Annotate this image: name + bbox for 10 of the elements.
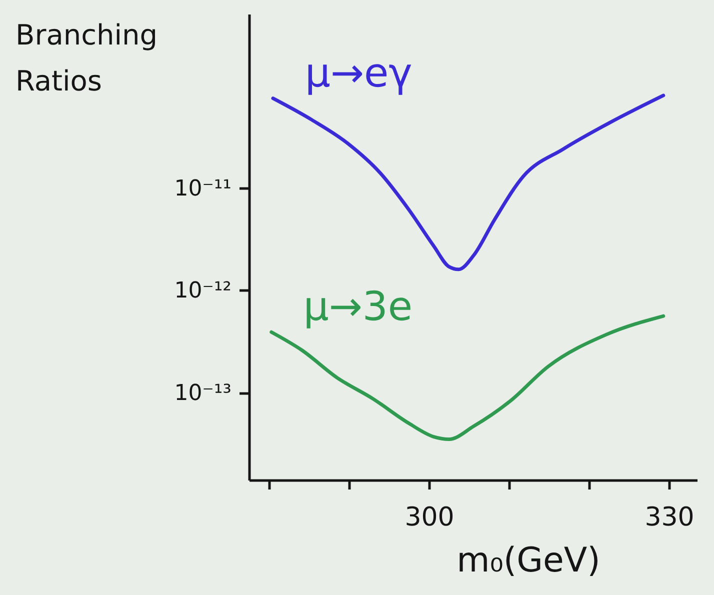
series-label: μ→eγ	[305, 50, 412, 96]
x-tick-label: 300	[404, 502, 454, 532]
x-axis-title: m₀(GeV)	[456, 540, 600, 580]
series-label: μ→3e	[303, 284, 412, 330]
y-axis-title: Branching Ratios	[16, 18, 158, 98]
x-tick-label: 330	[644, 502, 694, 532]
y-tick-label: 10⁻¹³	[174, 381, 232, 406]
y-tick-label: 10⁻¹¹	[174, 176, 232, 202]
y-tick-label: 10⁻¹²	[174, 278, 232, 304]
line-series	[271, 94, 666, 272]
